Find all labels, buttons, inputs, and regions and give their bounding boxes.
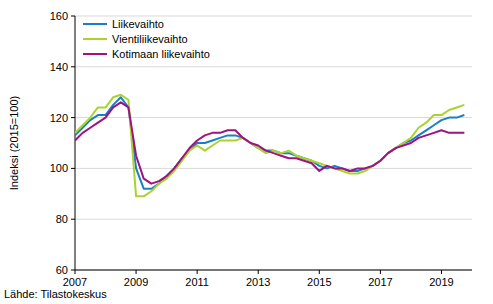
series-line [75,102,464,183]
x-tick [380,270,381,274]
y-axis-label: Indeksi (2015=100) [8,96,20,190]
y-tick-label: 60 [56,264,68,276]
x-tick [319,270,320,274]
y-tick-label: 140 [50,61,68,73]
source: Lähde: Tilastokeskus [4,288,107,300]
x-tick-label: 2015 [307,276,331,288]
legend-swatch [83,23,107,25]
grid-line [75,270,472,271]
y-axis [75,16,76,270]
x-tick-label: 2013 [246,276,270,288]
y-tick [71,219,75,220]
grid-line [75,219,472,220]
legend-label: Kotimaan liikevaihto [112,48,210,60]
x-tick-label: 2011 [185,276,209,288]
legend-label: Liikevaihto [112,18,164,30]
chart: 60 80 100 120 140 160 2007 2009 2011 2013 2015 2017… [0,0,493,304]
y-tick [71,270,75,271]
y-tick [71,168,75,169]
grid-line [75,16,472,17]
x-tick-label: 2019 [429,276,453,288]
series-line [75,95,464,197]
grid-line [75,66,472,67]
y-tick-label: 80 [56,213,68,225]
y-tick [71,66,75,67]
y-tick-label: 120 [50,112,68,124]
x-tick [441,270,442,274]
x-tick-label: 2009 [124,276,148,288]
x-tick [258,270,259,274]
x-axis [75,270,472,271]
x-tick-label: 2007 [63,276,87,288]
legend-swatch [83,53,107,55]
y-tick-label: 160 [50,10,68,22]
y-tick-label: 100 [50,162,68,174]
legend-swatch [83,38,107,40]
y-tick [71,16,75,17]
x-tick-label: 2017 [368,276,392,288]
x-tick [136,270,137,274]
y-tick [71,117,75,118]
plot-area [75,95,464,197]
legend-label: Vientiliikevaihto [112,33,188,45]
x-tick [197,270,198,274]
x-tick [75,270,76,274]
grid-line [75,117,472,118]
